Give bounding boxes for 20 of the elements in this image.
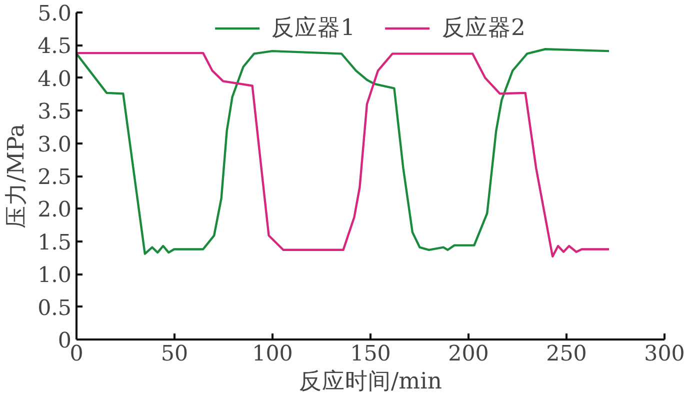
y-tick-label: 2.0: [38, 198, 72, 223]
legend-label: 反应器1: [272, 14, 355, 43]
x-axis-title: 反应时间/min: [299, 368, 442, 394]
y-tick-label: 0.5: [38, 296, 72, 321]
x-tick-label: 250: [546, 342, 587, 366]
y-tick-label: 3.5: [38, 100, 72, 125]
x-tick-label: 50: [160, 342, 188, 366]
x-tick-label: 100: [252, 342, 293, 366]
y-tick-label: 4.5: [38, 34, 72, 60]
x-tick-label: 200: [448, 342, 489, 366]
y-tick-label: 1.0: [38, 263, 72, 288]
y-tick-label: 4.0: [38, 66, 72, 92]
y-axis-title: 压力/MPa: [4, 124, 30, 228]
legend-label: 反应器2: [442, 14, 526, 43]
y-tick-label: 5.0: [38, 2, 72, 26]
y-tick-label: 3.0: [38, 132, 72, 158]
x-tick-label: 300: [644, 342, 685, 366]
y-tick-label: 2.5: [38, 165, 72, 190]
x-tick-label: 150: [350, 342, 391, 366]
y-tick-label: 1.5: [38, 230, 72, 256]
